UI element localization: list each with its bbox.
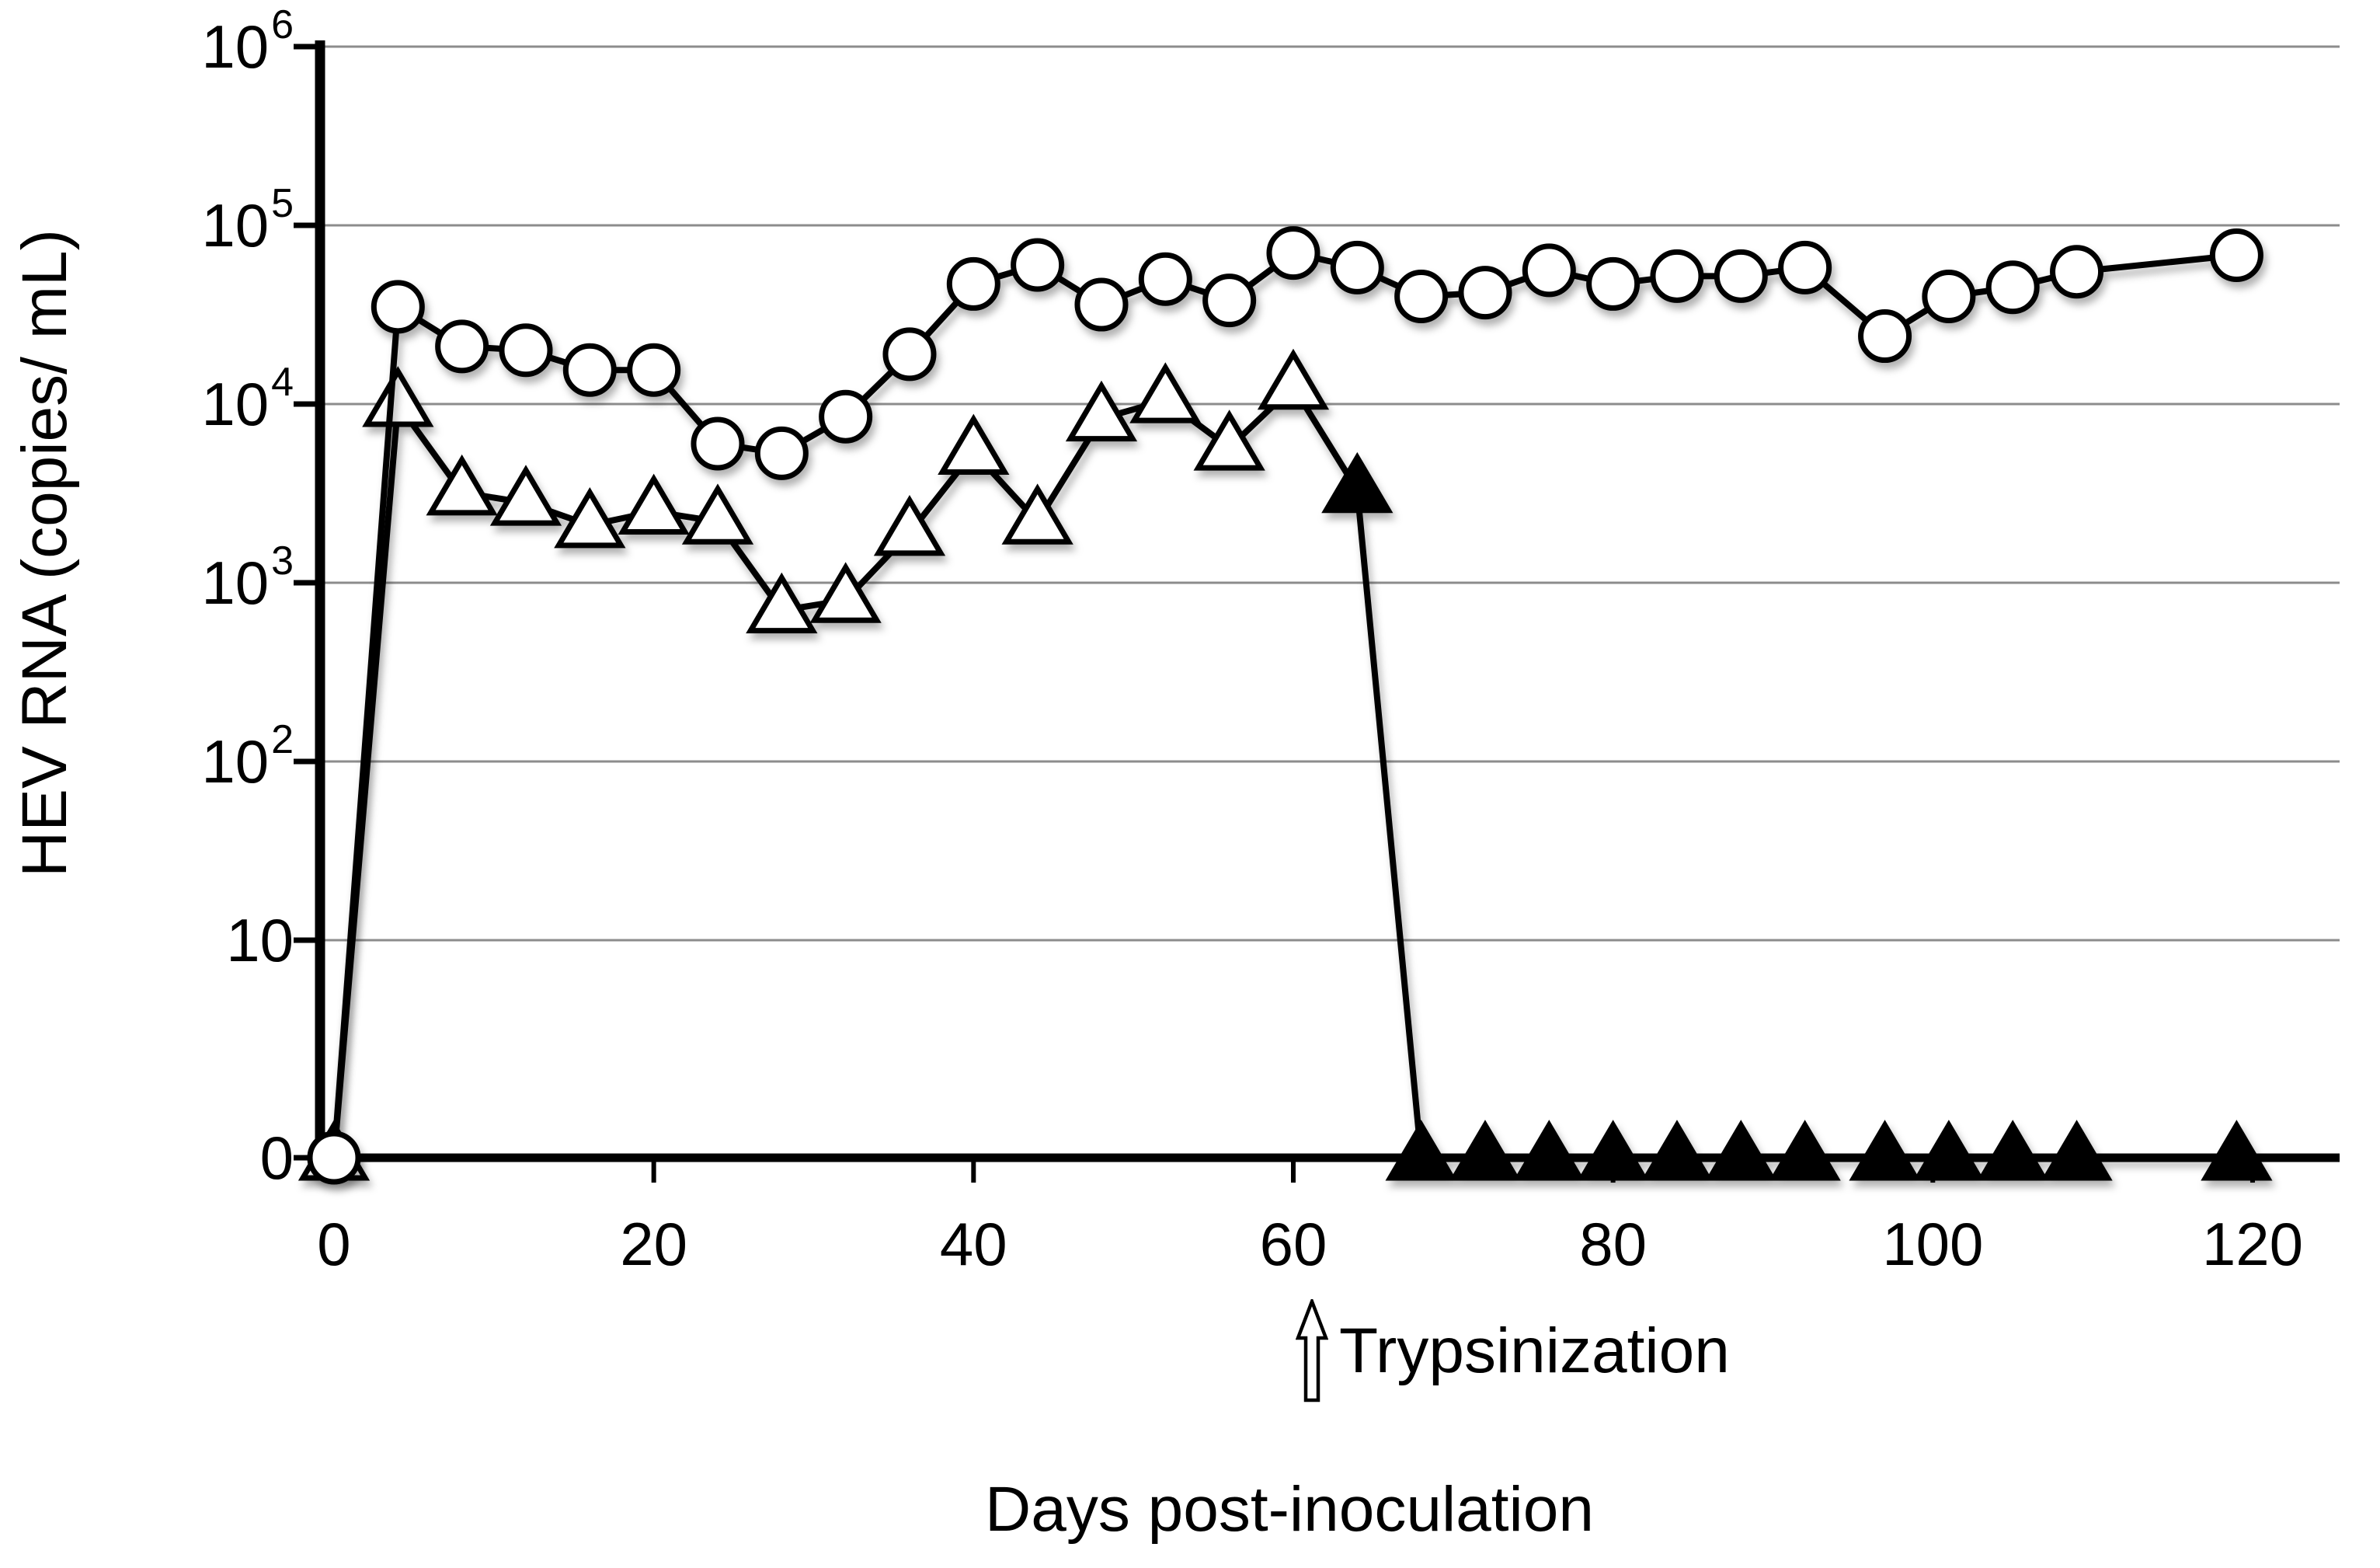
filled-triangle-marker (1641, 1120, 1714, 1181)
y-axis-title: HEV RNA (copies/ mL) (9, 229, 80, 877)
open-circle-marker (562, 343, 617, 397)
x-tick-label: 20 (620, 1210, 687, 1278)
filled-triangle-marker (1769, 1120, 1841, 1181)
open-circle-marker (627, 343, 681, 397)
open-circle-marker (1858, 309, 1912, 364)
up-arrow-icon (1296, 1299, 1328, 1402)
open-circle-marker (1522, 243, 1576, 298)
open-circle-marker (2050, 245, 2104, 299)
x-tick-label: 40 (940, 1210, 1007, 1278)
filled-triangle-marker (1577, 1120, 1649, 1181)
open-circle-marker (946, 256, 1000, 311)
filled-triangle-marker (1705, 1120, 1777, 1181)
filled-triangle-marker (1849, 1120, 1921, 1181)
open-triangle-marker (426, 454, 498, 516)
y-tick-labels: 106 105 104 103 102 10 0 (201, 2, 294, 1192)
open-triangle-marker (1001, 483, 1073, 545)
x-tick-label: 100 (1882, 1210, 1983, 1278)
annotation-label: Trypsinization (1339, 1315, 1730, 1386)
open-circle-marker (307, 1131, 361, 1185)
filled-triangle-marker (2201, 1120, 2273, 1181)
open-circle-marker (1011, 238, 1065, 292)
trypsinization-annotation: Trypsinization (1296, 1294, 1730, 1408)
open-circle-marker (499, 323, 553, 378)
open-circle-marker (2209, 228, 2263, 283)
triangle-series (298, 348, 2273, 1181)
x-tick-label: 0 (317, 1210, 350, 1278)
open-circle-marker (691, 416, 745, 471)
open-circle-marker (1458, 266, 1512, 320)
open-circle-marker (1394, 270, 1449, 324)
open-triangle-marker (681, 483, 754, 545)
open-triangle-marker (489, 465, 562, 526)
x-axis-title: Days post-inoculation (985, 1474, 1594, 1545)
open-circle-marker (1985, 260, 2040, 315)
open-circle-marker (1650, 249, 1704, 303)
open-circle-marker (1586, 256, 1641, 311)
open-triangle-marker (1129, 362, 1202, 423)
open-triangle-marker (618, 473, 690, 535)
open-triangle-marker (1065, 380, 1138, 442)
open-triangle-marker (1193, 409, 1265, 471)
open-circle-marker (1714, 249, 1768, 303)
open-circle-marker (371, 280, 425, 334)
filled-triangle-marker (2041, 1120, 2113, 1181)
open-circle-marker (1330, 240, 1384, 294)
filled-triangle-marker (1385, 1120, 1457, 1181)
y-tick-label: 106 (201, 2, 294, 81)
open-circle-marker (882, 327, 937, 382)
y-tick-label: 105 (201, 181, 294, 260)
open-circle-marker (1778, 240, 1832, 294)
filled-triangle-marker (1321, 451, 1394, 514)
open-triangle-marker (554, 486, 626, 549)
open-triangle-marker (1257, 348, 1330, 410)
filled-triangle-marker (1513, 1120, 1585, 1181)
open-triangle-marker (938, 413, 1010, 476)
filled-triangle-marker (1977, 1120, 2049, 1181)
open-circle-marker (754, 426, 809, 480)
open-triangle-marker (873, 494, 946, 556)
open-circle-marker (1266, 226, 1320, 280)
triangle-series-line (331, 382, 2237, 1161)
y-tick-label: 104 (201, 360, 294, 438)
y-tick-label: 103 (201, 538, 294, 617)
filled-triangle-marker (1912, 1120, 1985, 1181)
open-circle-marker (1922, 270, 1976, 324)
x-tick-label: 60 (1260, 1210, 1327, 1278)
x-tick-labels: 0 20 40 60 80 100 120 (317, 1161, 2303, 1278)
x-tick-label: 80 (1579, 1210, 1647, 1278)
x-tick-label: 120 (2202, 1210, 2303, 1278)
open-circle-marker (435, 319, 489, 374)
filled-triangle-marker (1449, 1120, 1522, 1181)
open-circle-marker (1138, 252, 1192, 306)
open-circle-series (307, 226, 2263, 1185)
open-triangle-marker (746, 572, 818, 634)
y-tick-label: 0 (260, 1124, 294, 1192)
open-circle-marker (1074, 277, 1129, 332)
open-triangle-marker (809, 562, 882, 623)
open-circle-marker (819, 389, 873, 444)
gridlines (294, 44, 2340, 1161)
y-tick-label: 10 (226, 906, 294, 974)
y-tick-label: 102 (201, 717, 294, 796)
open-circle-marker (1202, 274, 1257, 328)
open-triangle-marker (362, 366, 434, 427)
